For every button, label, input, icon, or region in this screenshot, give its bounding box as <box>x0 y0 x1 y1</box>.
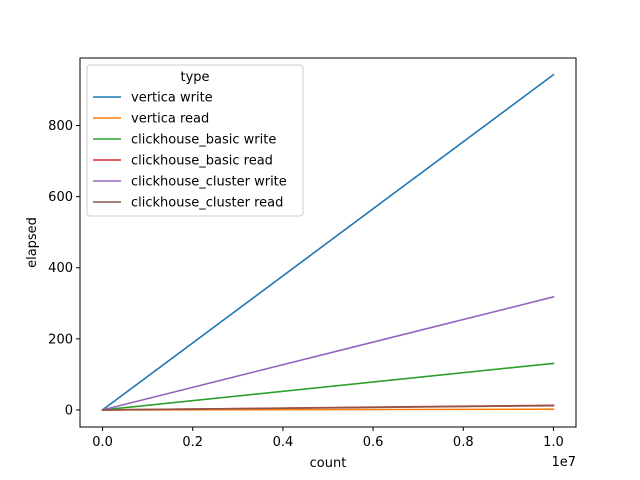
legend: type vertica write vertica read clickhouse… <box>86 64 304 217</box>
x-tick-label: 0.6 <box>363 435 384 450</box>
legend-label-1: vertica read <box>131 112 209 127</box>
x-axis: 0.0 0.2 0.4 0.6 0.8 1.0 <box>92 427 564 450</box>
series-line-2 <box>101 362 555 411</box>
x-tick-label: 0.8 <box>453 435 474 450</box>
y-axis-label: elapsed <box>25 217 40 268</box>
y-axis: 0 200 400 600 800 <box>48 119 80 418</box>
y-tick-label: 400 <box>48 261 73 276</box>
legend-label-2: clickhouse_basic write <box>131 133 276 148</box>
legend-items: vertica write vertica read clickhouse_basi… <box>93 91 287 211</box>
x-offset-label: 1e7 <box>551 455 576 470</box>
x-tick-label: 0.0 <box>92 435 113 450</box>
x-tick-label: 0.2 <box>182 435 203 450</box>
series-line-5 <box>101 404 555 411</box>
legend-box <box>86 64 304 217</box>
y-tick-label: 800 <box>48 119 73 134</box>
y-tick-label: 200 <box>48 332 73 347</box>
legend-label-5: clickhouse_cluster read <box>131 196 283 211</box>
x-axis-label: count <box>310 456 347 471</box>
series-line-4 <box>101 295 555 411</box>
plot-lines <box>101 73 555 412</box>
x-tick-label: 1.0 <box>543 435 564 450</box>
legend-label-0: vertica write <box>131 91 213 106</box>
plot-frame <box>79 57 577 428</box>
y-tick-label: 0 <box>65 403 73 418</box>
x-tick-label: 0.4 <box>273 435 294 450</box>
y-tick-label: 600 <box>48 190 73 205</box>
series-line-0 <box>101 73 555 412</box>
legend-label-4: clickhouse_cluster write <box>131 175 287 190</box>
legend-title: type <box>180 70 209 85</box>
legend-label-3: clickhouse_basic read <box>131 154 273 169</box>
